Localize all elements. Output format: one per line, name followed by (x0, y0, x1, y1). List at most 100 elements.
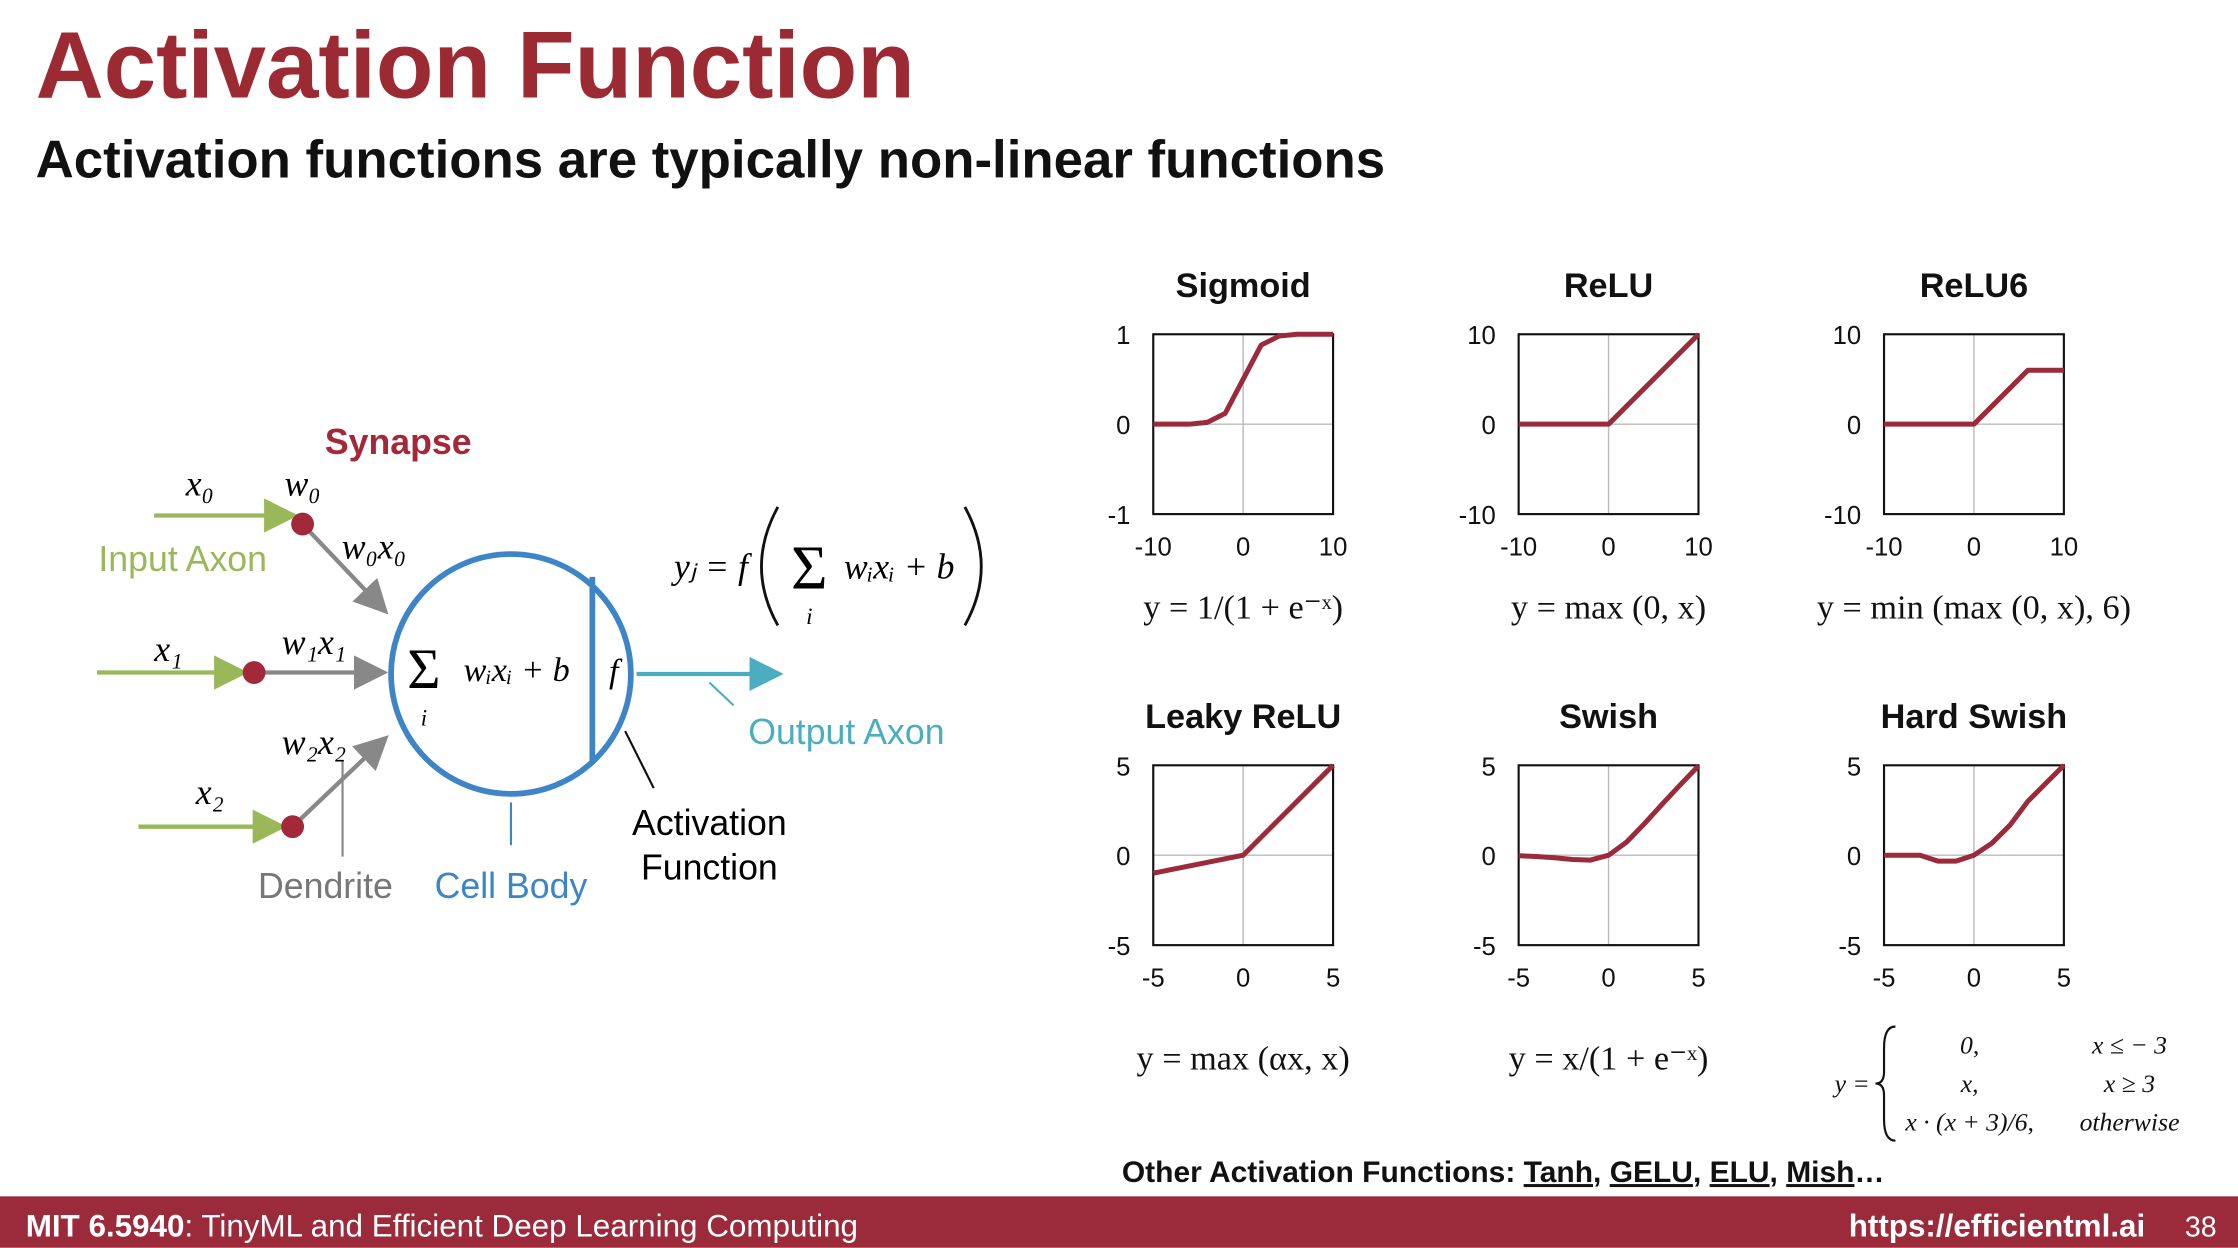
x-tick-label: -10 (1500, 533, 1537, 561)
x-tick-label: -5 (1507, 965, 1530, 993)
output-formula: yⱼ = f (671, 546, 753, 586)
y-tick-label: 5 (1847, 753, 1861, 781)
y-tick-label: 0 (1482, 412, 1496, 440)
y-tick-label: -1 (1108, 502, 1131, 530)
curve (1884, 367, 2064, 427)
x-tick-label: 0 (1967, 533, 1981, 561)
formula: y = x/(1 + e⁻ˣ) (1509, 1039, 1709, 1077)
y-tick-label: 0 (1847, 412, 1861, 440)
x-tick-label: -10 (1865, 533, 1902, 561)
sum-symbol: Σ (791, 532, 828, 602)
x-tick-label: 10 (2050, 533, 2079, 561)
function-link[interactable]: Tanh (1524, 1156, 1593, 1189)
x-tick-label: 0 (1601, 533, 1615, 561)
curve (1518, 332, 1701, 427)
cell-f: f (609, 653, 623, 691)
weight-arrow (291, 735, 389, 829)
y-tick-label: 10 (1833, 322, 1862, 350)
formula-case: x, (1960, 1069, 1979, 1098)
output-axon-label: Output Axon (748, 712, 944, 752)
chart-title: ReLU (1564, 267, 1653, 305)
neuron-diagram: Synapse x₀ w₀ w₀x₀ x₁ w₁x₁ x₂ w₂x₂ Input… (97, 422, 983, 906)
footer-bar (0, 1196, 2238, 1248)
input-axon-label: Input Axon (98, 539, 267, 579)
activation-charts: Sigmoid-101-10 0 10y = 1/(1 + e⁻ˣ)ReLU-100… (1108, 267, 2180, 1142)
x-tick-label: 5 (1326, 965, 1340, 993)
formula-condition: x ≤ − 3 (2091, 1031, 2167, 1060)
x-tick-label: -5 (1142, 965, 1165, 993)
y-tick-label: 0 (1116, 412, 1130, 440)
x-tick-label: -5 (1873, 965, 1896, 993)
sum-index: i (806, 604, 812, 629)
var-label: w₁x₁ (282, 622, 346, 662)
dendrite-label: Dendrite (258, 866, 393, 906)
course-name: : TinyML and Efficient Deep Learning Com… (184, 1208, 858, 1243)
cell-formula: wᵢxᵢ + b (464, 651, 570, 689)
plot-frame (1152, 764, 1335, 947)
synapse-dot (242, 661, 266, 684)
sum-symbol: Σ (407, 638, 440, 701)
synapse-label: Synapse (325, 422, 472, 462)
page-number: 38 (2185, 1211, 2217, 1243)
x-tick-label: 0 (1967, 965, 1981, 993)
sum-index: i (421, 705, 427, 730)
y-tick-label: -5 (1838, 933, 1861, 961)
formula: y = max (0, x) (1511, 588, 1706, 626)
cell-body-label: Cell Body (435, 866, 588, 906)
x-tick-label: 0 (1236, 533, 1250, 561)
var-label: x₀ (185, 464, 214, 504)
y-tick-label: 5 (1116, 753, 1130, 781)
chart-title: Swish (1559, 698, 1658, 736)
y-tick-label: 0 (1116, 843, 1130, 871)
x-tick-label: 10 (1319, 533, 1348, 561)
paren (963, 506, 983, 627)
slide-title: Activation Function (36, 12, 915, 117)
separator: , (1593, 1156, 1610, 1189)
chart-title: ReLU6 (1920, 267, 2029, 305)
activation-label: Activation (632, 803, 787, 843)
var-label: w₀x₀ (342, 526, 406, 566)
formula-case: x · (x + 3)/6, (1904, 1108, 2034, 1137)
course-code: MIT 6.5940 (26, 1208, 185, 1243)
curve (1518, 764, 1701, 863)
curve (1152, 763, 1335, 876)
output-formula: wᵢxᵢ + b (844, 546, 955, 586)
chart-title: Sigmoid (1176, 267, 1311, 305)
slide-subtitle: Activation functions are typically non-l… (36, 130, 1385, 189)
y-tick-label: -10 (1459, 502, 1496, 530)
formula-condition: x ≥ 3 (2103, 1069, 2155, 1098)
var-label: w₂x₂ (282, 722, 346, 762)
formula-case: 0, (1960, 1031, 1979, 1060)
chart-title: Hard Swish (1881, 698, 2068, 736)
y-tick-label: 5 (1482, 753, 1496, 781)
curve (1884, 763, 2066, 864)
var-label: x₂ (195, 772, 224, 812)
y-tick-label: -5 (1108, 933, 1131, 961)
function-link[interactable]: GELU (1610, 1156, 1693, 1189)
curve (1153, 331, 1334, 427)
leader-line (708, 681, 735, 707)
weight-arrow (301, 522, 389, 615)
x-tick-label: 0 (1236, 965, 1250, 993)
formula: y = max (αx, x) (1137, 1039, 1350, 1077)
y-tick-label: -10 (1824, 502, 1861, 530)
activation-label: Function (641, 847, 778, 887)
function-link[interactable]: Mish (1786, 1156, 1854, 1189)
other-functions-label: Other Activation Functions: (1122, 1156, 1524, 1189)
separator: , (1770, 1156, 1787, 1189)
ellipsis: … (1854, 1156, 1884, 1189)
x-tick-label: 0 (1601, 965, 1615, 993)
x-tick-label: 5 (1691, 965, 1705, 993)
formula: y = (1832, 1069, 1870, 1098)
chart-title: Leaky ReLU (1145, 698, 1341, 736)
brace (1875, 1025, 1896, 1142)
cell-body (388, 551, 634, 797)
plot-frame (1517, 764, 1700, 947)
function-link[interactable]: ELU (1710, 1156, 1770, 1189)
paren (760, 506, 780, 627)
x-tick-label: 10 (1684, 533, 1713, 561)
y-tick-label: -5 (1473, 933, 1496, 961)
var-label: w₀ (284, 464, 320, 504)
formula-condition: otherwise (2080, 1108, 2180, 1137)
